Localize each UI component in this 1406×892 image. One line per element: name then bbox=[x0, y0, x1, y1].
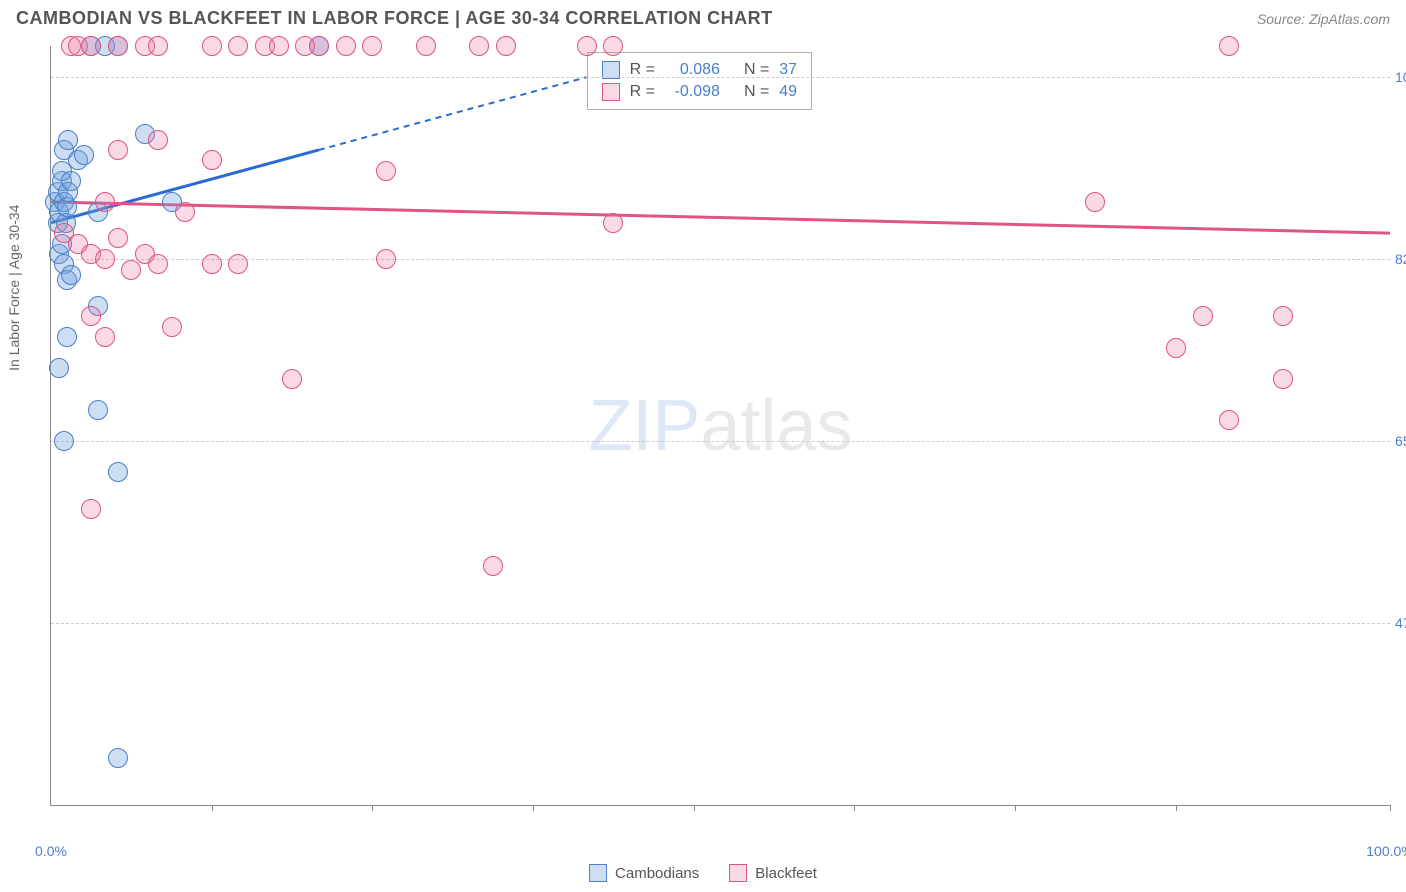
scatter-point bbox=[362, 36, 382, 56]
x-tick bbox=[372, 805, 373, 811]
watermark: ZIPatlas bbox=[588, 385, 852, 467]
scatter-point bbox=[1085, 192, 1105, 212]
scatter-point bbox=[376, 249, 396, 269]
x-tick bbox=[1015, 805, 1016, 811]
scatter-point bbox=[108, 228, 128, 248]
x-tick bbox=[854, 805, 855, 811]
scatter-point bbox=[108, 462, 128, 482]
legend-swatch-blackfeet bbox=[729, 864, 747, 882]
legend-item-cambodians: Cambodians bbox=[589, 864, 699, 882]
scatter-point bbox=[95, 249, 115, 269]
x-tick bbox=[1176, 805, 1177, 811]
scatter-point bbox=[175, 202, 195, 222]
scatter-point bbox=[88, 400, 108, 420]
scatter-point bbox=[1166, 338, 1186, 358]
legend-n-value: 49 bbox=[779, 83, 797, 101]
scatter-point bbox=[121, 260, 141, 280]
scatter-point bbox=[162, 317, 182, 337]
scatter-point bbox=[376, 161, 396, 181]
scatter-point bbox=[309, 36, 329, 56]
watermark-zip: ZIP bbox=[588, 386, 700, 466]
scatter-point bbox=[1193, 306, 1213, 326]
scatter-point bbox=[61, 265, 81, 285]
scatter-point bbox=[1219, 410, 1239, 430]
scatter-point bbox=[148, 36, 168, 56]
scatter-point bbox=[74, 145, 94, 165]
scatter-point bbox=[54, 431, 74, 451]
y-tick-label: 100.0% bbox=[1395, 69, 1406, 85]
y-tick-label: 47.5% bbox=[1395, 615, 1406, 631]
scatter-point bbox=[81, 306, 101, 326]
watermark-atlas: atlas bbox=[700, 386, 852, 466]
scatter-point bbox=[603, 213, 623, 233]
scatter-point bbox=[57, 327, 77, 347]
scatter-point bbox=[148, 254, 168, 274]
scatter-point bbox=[81, 36, 101, 56]
legend-r-value: -0.098 bbox=[665, 83, 720, 101]
series-legend: Cambodians Blackfeet bbox=[589, 864, 817, 882]
scatter-point bbox=[58, 130, 78, 150]
scatter-point bbox=[108, 140, 128, 160]
gridline-h bbox=[51, 623, 1390, 624]
scatter-point bbox=[202, 254, 222, 274]
scatter-point bbox=[81, 499, 101, 519]
scatter-point bbox=[496, 36, 516, 56]
scatter-point bbox=[603, 36, 623, 56]
correlation-legend: R =0.086N =37R =-0.098N =49 bbox=[587, 52, 812, 110]
y-axis-label: In Labor Force | Age 30-34 bbox=[6, 205, 22, 371]
scatter-point bbox=[1273, 369, 1293, 389]
x-tick bbox=[533, 805, 534, 811]
scatter-point bbox=[108, 748, 128, 768]
legend-row: R = -0.098 N = 49 bbox=[602, 81, 797, 103]
scatter-point bbox=[108, 36, 128, 56]
chart-plot-area: ZIPatlas R =0.086N =37R =-0.098N =49 47.… bbox=[50, 46, 1390, 806]
scatter-point bbox=[577, 36, 597, 56]
gridline-h bbox=[51, 441, 1390, 442]
legend-r-label: R = bbox=[630, 83, 655, 101]
gridline-h bbox=[51, 77, 1390, 78]
scatter-point bbox=[49, 358, 69, 378]
legend-swatch-cambodians bbox=[589, 864, 607, 882]
x-tick bbox=[212, 805, 213, 811]
legend-item-blackfeet: Blackfeet bbox=[729, 864, 817, 882]
scatter-point bbox=[95, 327, 115, 347]
legend-label-blackfeet: Blackfeet bbox=[755, 865, 817, 882]
y-tick-label: 65.0% bbox=[1395, 433, 1406, 449]
scatter-point bbox=[282, 369, 302, 389]
legend-n-label: N = bbox=[744, 83, 769, 101]
scatter-point bbox=[269, 36, 289, 56]
legend-label-cambodians: Cambodians bbox=[615, 865, 699, 882]
scatter-point bbox=[148, 130, 168, 150]
regression-lines bbox=[51, 46, 1390, 805]
scatter-point bbox=[61, 171, 81, 191]
scatter-point bbox=[202, 36, 222, 56]
scatter-point bbox=[202, 150, 222, 170]
legend-swatch bbox=[602, 83, 620, 101]
scatter-point bbox=[336, 36, 356, 56]
x-tick bbox=[1390, 805, 1391, 811]
y-tick-label: 82.5% bbox=[1395, 251, 1406, 267]
chart-source: Source: ZipAtlas.com bbox=[1257, 11, 1390, 27]
scatter-point bbox=[1273, 306, 1293, 326]
scatter-point bbox=[483, 556, 503, 576]
scatter-point bbox=[416, 36, 436, 56]
scatter-point bbox=[95, 192, 115, 212]
chart-title: CAMBODIAN VS BLACKFEET IN LABOR FORCE | … bbox=[16, 8, 773, 29]
x-tick-label: 0.0% bbox=[35, 843, 67, 859]
scatter-point bbox=[228, 254, 248, 274]
scatter-point bbox=[469, 36, 489, 56]
gridline-h bbox=[51, 259, 1390, 260]
scatter-point bbox=[228, 36, 248, 56]
scatter-point bbox=[1219, 36, 1239, 56]
x-tick-label: 100.0% bbox=[1366, 843, 1406, 859]
x-tick bbox=[694, 805, 695, 811]
